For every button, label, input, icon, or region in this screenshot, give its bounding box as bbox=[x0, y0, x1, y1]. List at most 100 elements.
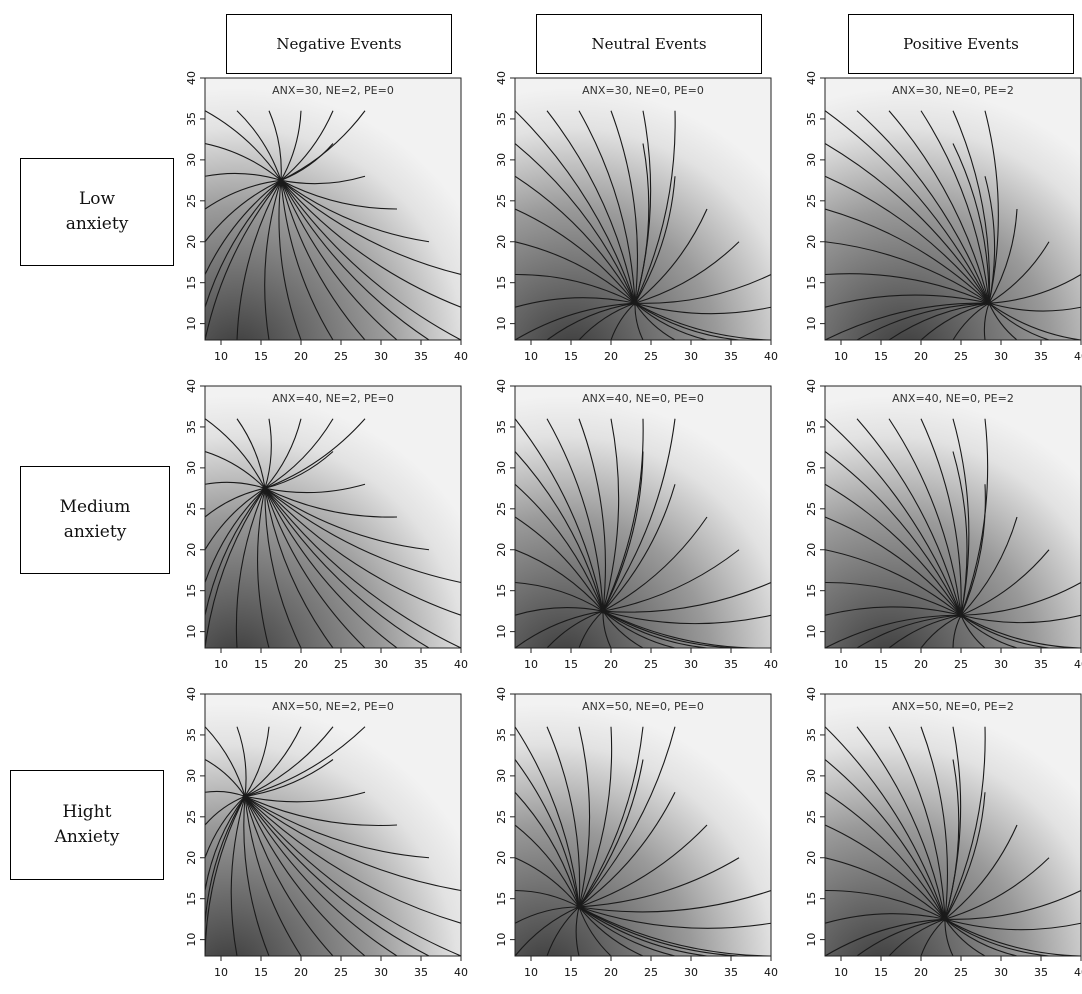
x-tick-label: 25 bbox=[644, 966, 658, 979]
trajectory-line bbox=[205, 726, 246, 797]
trajectory-line bbox=[888, 918, 946, 956]
panel-title: ANX=30, NE=2, PE=0 bbox=[272, 84, 394, 97]
panel-title: ANX=30, NE=0, PE=0 bbox=[582, 84, 704, 97]
trajectory-line bbox=[264, 451, 334, 489]
trajectory-group bbox=[205, 726, 461, 956]
trajectory-line bbox=[944, 918, 1081, 956]
x-tick-label: 10 bbox=[834, 658, 848, 671]
trajectory-line bbox=[602, 581, 771, 613]
trajectory-line bbox=[515, 610, 604, 648]
y-tick-label: 10 bbox=[805, 933, 818, 947]
trajectory-line bbox=[280, 179, 398, 210]
attractor-point bbox=[278, 177, 284, 183]
x-tick-label: 40 bbox=[764, 966, 778, 979]
trajectory-line bbox=[264, 483, 366, 494]
trajectory-line bbox=[546, 906, 580, 956]
x-tick-label: 15 bbox=[564, 658, 578, 671]
y-tick-label: 20 bbox=[495, 543, 508, 557]
y-tick-label: 35 bbox=[495, 728, 508, 742]
trajectory-line bbox=[205, 759, 246, 797]
trajectory-line bbox=[634, 208, 708, 304]
y-tick-label: 15 bbox=[495, 584, 508, 598]
trajectory-line bbox=[205, 172, 282, 181]
y-tick-label: 40 bbox=[185, 71, 198, 85]
trajectory-line bbox=[264, 418, 366, 489]
trajectory-line bbox=[952, 302, 990, 340]
trajectory-line bbox=[244, 795, 461, 956]
trajectory-line bbox=[920, 726, 948, 920]
trajectory-line bbox=[264, 418, 272, 489]
trajectory-line bbox=[264, 487, 430, 551]
trajectory-line bbox=[602, 610, 644, 648]
trajectory-line bbox=[280, 180, 334, 340]
trajectory-line bbox=[825, 110, 990, 304]
trajectory-line bbox=[888, 614, 962, 648]
x-tick-label: 15 bbox=[874, 658, 888, 671]
x-tick-label: 30 bbox=[374, 658, 388, 671]
trajectory-line bbox=[236, 418, 266, 489]
row-header-high: Hight Anxiety bbox=[10, 770, 164, 880]
trajectory-line bbox=[236, 110, 282, 181]
y-tick-label: 10 bbox=[185, 625, 198, 639]
y-tick-label: 10 bbox=[185, 933, 198, 947]
trajectory-line bbox=[888, 726, 946, 920]
trajectory-line bbox=[960, 516, 1018, 616]
trajectory-line bbox=[602, 418, 620, 612]
trajectory-line bbox=[988, 302, 1050, 340]
x-tick-label: 20 bbox=[604, 966, 618, 979]
x-tick-label: 25 bbox=[954, 966, 968, 979]
trajectory-line bbox=[205, 110, 282, 181]
y-tick-label: 40 bbox=[805, 379, 818, 393]
trajectory-line bbox=[205, 179, 282, 210]
trajectory-line bbox=[825, 824, 946, 920]
x-tick-label: 40 bbox=[454, 658, 468, 671]
y-tick-label: 20 bbox=[805, 851, 818, 865]
trajectory-line bbox=[515, 143, 636, 304]
chart-panel: ANX=50, NE=2, PE=0 10 15 20 25 30 35 40 10 15 20 25… bbox=[185, 687, 468, 979]
x-tick-label: 25 bbox=[954, 350, 968, 363]
trajectory-line bbox=[280, 180, 398, 340]
trajectory-line bbox=[205, 487, 266, 518]
trajectory-line bbox=[988, 274, 1081, 304]
x-tick-label: 15 bbox=[254, 350, 268, 363]
y-tick-label: 40 bbox=[495, 71, 508, 85]
trajectory-line bbox=[264, 488, 398, 648]
trajectory-line bbox=[205, 179, 282, 340]
y-tick-label: 30 bbox=[495, 769, 508, 783]
y-tick-label: 15 bbox=[805, 892, 818, 906]
trajectory-line bbox=[280, 179, 461, 276]
trajectory-line bbox=[280, 143, 334, 181]
trajectory-line bbox=[988, 302, 1018, 340]
trajectory-line bbox=[205, 179, 282, 243]
trajectory-line bbox=[602, 610, 676, 648]
trajectory-line bbox=[983, 302, 990, 340]
y-tick-label: 15 bbox=[185, 584, 198, 598]
trajectory-line bbox=[634, 302, 676, 340]
trajectory-line bbox=[578, 889, 771, 913]
trajectory-line bbox=[960, 614, 1081, 648]
y-tick-label: 30 bbox=[805, 769, 818, 783]
trajectory-line bbox=[244, 759, 334, 797]
x-tick-label: 20 bbox=[914, 350, 928, 363]
trajectory-line bbox=[984, 176, 996, 304]
x-tick-label: 35 bbox=[414, 350, 428, 363]
attractor-point bbox=[262, 485, 268, 491]
panel-frame bbox=[824, 77, 1082, 341]
x-tick-label: 35 bbox=[724, 658, 738, 671]
x-tick-label: 25 bbox=[334, 350, 348, 363]
trajectory-line bbox=[264, 418, 334, 489]
x-tick-label: 20 bbox=[294, 350, 308, 363]
x-tick-label: 35 bbox=[724, 966, 738, 979]
y-tick-label: 35 bbox=[495, 112, 508, 126]
trajectory-line bbox=[515, 824, 580, 908]
x-tick-label: 15 bbox=[874, 350, 888, 363]
trajectory-line bbox=[205, 179, 282, 275]
y-tick-label: 10 bbox=[495, 625, 508, 639]
x-tick-label: 30 bbox=[374, 350, 388, 363]
trajectory-line bbox=[264, 418, 302, 489]
trajectory-line bbox=[634, 143, 650, 304]
trajectory-line bbox=[825, 889, 946, 920]
trajectory-group bbox=[205, 110, 461, 340]
panel-title: ANX=50, NE=0, PE=0 bbox=[582, 700, 704, 713]
trajectory-line bbox=[960, 614, 1081, 624]
